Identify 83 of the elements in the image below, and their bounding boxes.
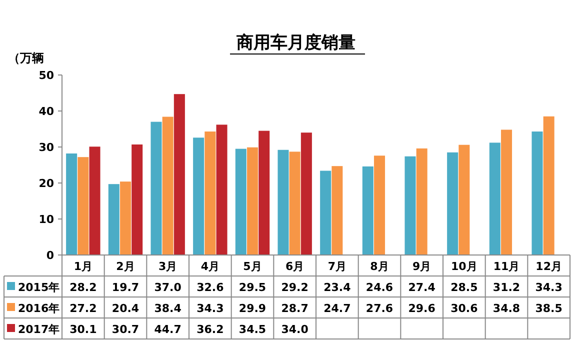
x-tick-label: 2月 (116, 260, 135, 273)
data-label: 27.6 (366, 302, 394, 315)
x-tick-label: 4月 (200, 260, 220, 273)
x-tick-label: 9月 (412, 260, 432, 273)
data-label: 23.4 (324, 281, 352, 294)
y-tick-label: 20 (38, 177, 54, 190)
x-tick-label: 7月 (328, 260, 346, 273)
bar (458, 144, 470, 255)
data-label: 34.3 (196, 302, 224, 315)
bar (108, 184, 120, 255)
bar (447, 152, 458, 255)
bar (416, 148, 428, 255)
data-label: 34.3 (535, 281, 562, 294)
bar (362, 166, 374, 255)
x-tick-label: 8月 (370, 260, 389, 273)
data-label: 38.4 (154, 302, 182, 315)
x-tick-label: 6月 (286, 260, 304, 273)
data-label: 20.4 (112, 302, 140, 315)
bar (404, 156, 416, 255)
bar (235, 148, 246, 255)
data-label: 30.6 (450, 302, 478, 315)
y-axis-title: （万辆 (8, 51, 44, 65)
x-tick-label: 11月 (493, 260, 520, 273)
data-label: 24.6 (366, 281, 394, 294)
bar (78, 157, 89, 255)
bar (120, 182, 132, 255)
bar (193, 138, 204, 255)
data-label: 19.7 (112, 281, 140, 294)
data-label: 27.2 (70, 302, 97, 315)
data-label: 28.5 (450, 281, 478, 294)
y-tick-label: 40 (38, 105, 54, 118)
y-tick-label: 30 (38, 141, 54, 154)
bar (278, 150, 289, 255)
data-label: 30.7 (112, 323, 140, 336)
x-tick-label: 12月 (536, 260, 562, 273)
bar (174, 94, 185, 255)
data-label: 34.0 (281, 323, 309, 336)
data-label: 29.2 (281, 281, 308, 294)
data-label: 30.1 (70, 323, 97, 336)
y-tick-label: 50 (38, 69, 54, 82)
data-label: 32.6 (196, 281, 224, 294)
legend-label: 2017年 (18, 323, 60, 336)
bar (300, 132, 312, 255)
data-label: 36.2 (196, 323, 224, 336)
data-label: 29.9 (238, 302, 266, 315)
y-tick-label: 10 (38, 213, 54, 226)
bar (332, 166, 343, 255)
bar (150, 122, 162, 255)
data-label: 24.7 (324, 302, 351, 315)
data-label: 34.5 (238, 323, 266, 336)
data-label: 31.2 (492, 281, 520, 294)
data-label: 34.8 (492, 302, 520, 315)
bar (489, 142, 500, 255)
data-label: 37.0 (154, 281, 182, 294)
bar (258, 130, 270, 255)
bar (289, 152, 300, 255)
bar (132, 144, 143, 255)
data-label: 44.7 (154, 323, 182, 336)
bar (204, 132, 216, 255)
bar (89, 146, 100, 255)
chart-title: 商用车月度销量 (236, 33, 356, 53)
y-tick-label: 0 (46, 249, 54, 262)
bar (246, 147, 258, 255)
data-label: 28.7 (281, 302, 308, 315)
x-tick-label: 5月 (243, 260, 262, 273)
data-label: 38.5 (535, 302, 562, 315)
bar (66, 153, 78, 255)
bar (162, 116, 174, 255)
bar (543, 116, 554, 255)
data-label: 28.2 (70, 281, 97, 294)
bar (532, 132, 543, 255)
legend-label: 2015年 (18, 281, 60, 294)
x-tick-label: 1月 (74, 260, 92, 273)
bar (216, 124, 228, 255)
x-tick-label: 3月 (158, 260, 178, 273)
bar (320, 170, 332, 255)
data-label: 29.5 (238, 281, 266, 294)
bar (500, 130, 512, 255)
x-tick-label: 10月 (451, 260, 478, 273)
data-label: 29.6 (408, 302, 436, 315)
bar (374, 156, 386, 255)
data-label: 27.4 (408, 281, 436, 294)
legend-label: 2016年 (18, 302, 60, 315)
